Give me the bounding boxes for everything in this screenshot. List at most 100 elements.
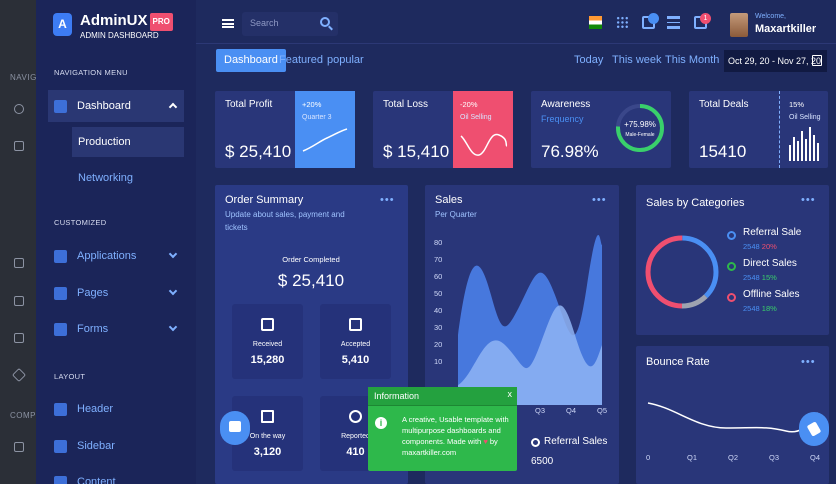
ring-value: +75.98% — [624, 120, 656, 129]
basket-icon — [261, 318, 274, 331]
more-options-icon[interactable]: ••• — [380, 194, 395, 206]
pages-icon — [54, 286, 67, 300]
search-icon[interactable] — [320, 17, 330, 27]
order-completed-label: Order Completed — [282, 255, 340, 264]
apps-grid-icon[interactable] — [616, 16, 629, 29]
cart-icon[interactable] — [642, 13, 659, 29]
chevron-down-icon — [168, 322, 178, 332]
bounce-line-chart — [647, 402, 819, 433]
clock-icon[interactable] — [14, 104, 24, 114]
received-tile[interactable]: Received 15,280 — [232, 304, 303, 379]
tile-label: On the way — [249, 433, 286, 440]
kpi-value: 15410 — [699, 142, 747, 161]
cube-icon[interactable] — [14, 141, 24, 151]
header-icon — [54, 402, 67, 416]
period-this-month[interactable]: This Month — [665, 54, 720, 66]
mail-icon[interactable]: 1 — [694, 13, 711, 29]
avatar[interactable] — [730, 13, 748, 37]
period-this-week[interactable]: This week — [612, 54, 662, 66]
legend-dot-icon — [727, 231, 736, 240]
mail-icon[interactable] — [14, 296, 24, 306]
sales-legend: Referral Sales — [544, 436, 608, 447]
sidebar-item-pages[interactable]: Pages — [48, 277, 184, 309]
more-options-icon[interactable]: ••• — [592, 194, 607, 206]
brand[interactable]: A AdminUX PRO ADMIN DASHBOARD — [53, 13, 173, 40]
bounce-x-tick: Q2 — [728, 453, 739, 462]
accepted-tile[interactable]: Accepted 5,410 — [320, 304, 391, 379]
bounce-x-tick: Q3 — [769, 453, 780, 462]
copy-icon[interactable] — [14, 258, 24, 268]
sales-legend-value: 6500 — [531, 456, 554, 467]
briefcase-icon[interactable] — [14, 442, 24, 452]
toast-link[interactable]: maxartkiller.com — [402, 448, 457, 457]
sales-y-tick: 80 — [434, 238, 443, 247]
menu-icon[interactable] — [222, 19, 234, 28]
sidebar-item-forms[interactable]: Forms — [48, 313, 184, 345]
period-today[interactable]: Today — [574, 54, 604, 66]
sales-x-tick: Q4 — [566, 406, 577, 415]
sidebar-item-applications[interactable]: Applications — [48, 240, 184, 272]
deals-bars — [789, 127, 819, 161]
kpi-title: Total Profit — [225, 99, 273, 110]
settings-fab-button[interactable] — [799, 412, 829, 446]
india-flag-icon[interactable] — [589, 16, 602, 29]
more-options-icon[interactable]: ••• — [801, 194, 816, 206]
sales-y-tick: 60 — [434, 272, 443, 281]
card-title: Sales — [435, 194, 463, 206]
sidebar-item-header[interactable]: Header — [48, 393, 184, 425]
order-completed-value: $ 25,410 — [277, 271, 345, 290]
kpi-trend-box: +20% Quarter 3 — [295, 91, 355, 168]
tab-featured[interactable]: Featured — [279, 54, 324, 66]
tile-value: 3,120 — [253, 446, 282, 458]
sidebar-item-label: Content — [77, 476, 116, 484]
tile-label: Received — [252, 341, 283, 348]
list-icon[interactable] — [667, 16, 680, 29]
outer-label-navig: NAVIG — [10, 73, 37, 82]
card-title: Sales by Categories — [646, 197, 745, 209]
content-icon — [54, 475, 67, 484]
bounce-x-tick: Q1 — [687, 453, 698, 462]
chat-button[interactable] — [220, 411, 250, 445]
brand-subtitle: ADMIN DASHBOARD — [80, 31, 159, 40]
kpi-title: Total Loss — [383, 99, 429, 110]
bounce-line-series — [647, 402, 819, 433]
diamond-icon[interactable] — [11, 367, 27, 383]
calendar-check-icon — [349, 318, 362, 331]
more-options-icon[interactable]: ••• — [801, 356, 816, 368]
heart-icon: ♥ — [483, 437, 488, 446]
category-item: Offline Sales 2548 18% — [727, 289, 800, 313]
outer-rail: NAVIG COMP — [0, 0, 36, 484]
sidebar-item-content[interactable]: Content — [48, 466, 184, 484]
kpi-value: $ 15,410 — [383, 142, 450, 161]
username[interactable]: Maxartkiller — [755, 23, 817, 35]
sidebar-item-dashboard[interactable]: Dashboard — [48, 90, 184, 122]
tile-value: 15,280 — [250, 354, 285, 366]
tab-popular[interactable]: popular — [327, 54, 364, 66]
chevron-up-icon — [168, 102, 178, 112]
tab-dashboard[interactable]: Dashboard — [216, 49, 286, 72]
date-range-picker[interactable]: Oct 29, 20 - Nov 27, 20 — [724, 50, 827, 72]
sales-area-series-2 — [458, 305, 602, 405]
document-icon[interactable] — [14, 333, 24, 343]
kpi-total-deals: Total Deals 15410 15% Oil Selling — [689, 91, 828, 168]
kpi-sub: Oil Selling — [460, 114, 492, 121]
brand-logo-icon: A — [53, 13, 72, 36]
close-icon[interactable]: x — [507, 389, 513, 399]
toast-title: Information — [368, 387, 517, 406]
kpi-percent: -20% — [460, 100, 478, 109]
sidebar-item-production[interactable]: Production — [72, 127, 184, 157]
search-input[interactable] — [242, 12, 312, 34]
sidebar-item-sidebar[interactable]: Sidebar — [48, 430, 184, 462]
search-box — [242, 12, 338, 36]
kpi-value: 76.98% — [541, 142, 599, 161]
legend-dot-icon — [727, 293, 736, 302]
loss-sparkline — [460, 133, 508, 156]
sidebar-item-networking[interactable]: Networking — [78, 172, 134, 184]
sidebar-item-label: Applications — [77, 250, 137, 262]
sales-y-tick: 70 — [434, 255, 443, 264]
sales-area-chart — [458, 235, 602, 405]
awareness-ring — [616, 104, 664, 152]
card-title: Bounce Rate — [646, 356, 710, 368]
forms-icon — [54, 322, 67, 336]
category-item: Referral Sale 2548 20% — [727, 227, 801, 251]
